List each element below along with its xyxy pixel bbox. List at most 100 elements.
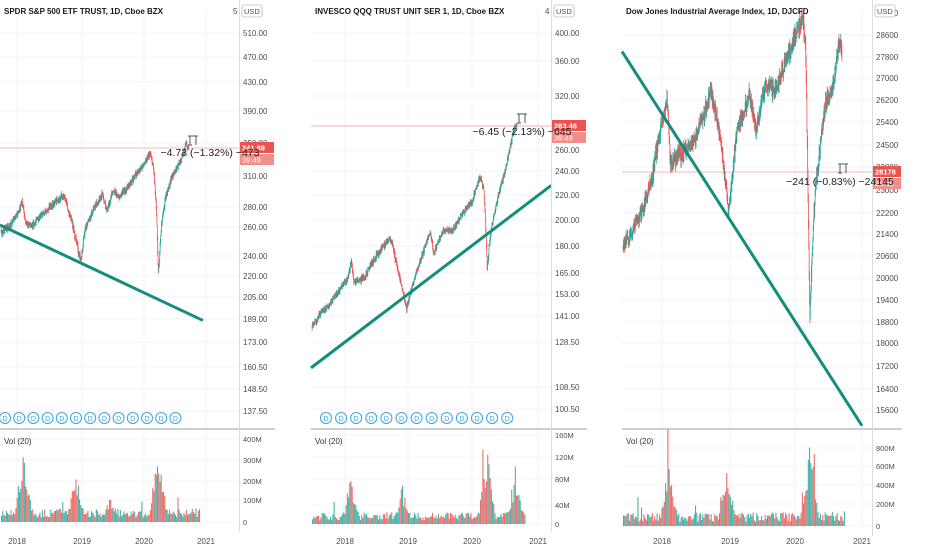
trendline[interactable] xyxy=(620,50,864,427)
volume-bar xyxy=(723,495,725,526)
measure-marker-icon[interactable] xyxy=(188,135,198,146)
volume-bar xyxy=(418,517,420,524)
volume-bar xyxy=(442,516,444,524)
volume-bar xyxy=(758,520,760,526)
dividend-marker[interactable] xyxy=(440,412,453,424)
volume-bar xyxy=(360,520,362,524)
volume-bar xyxy=(433,517,435,524)
volume-bar xyxy=(453,517,455,524)
dividend-marker[interactable] xyxy=(501,412,514,424)
volume-bar xyxy=(51,512,53,522)
currency-chip[interactable] xyxy=(553,4,575,18)
currency-chip[interactable] xyxy=(241,4,263,18)
trendline-segment[interactable] xyxy=(310,184,553,370)
trendline[interactable] xyxy=(310,184,553,370)
volume-bar xyxy=(187,514,189,522)
dividend-marker-label: D xyxy=(474,416,479,423)
volume-bar xyxy=(624,515,626,526)
volume-bar xyxy=(797,515,799,526)
dividend-marker[interactable] xyxy=(155,412,168,424)
volume-bar xyxy=(175,514,177,522)
dividend-marker[interactable] xyxy=(98,412,111,424)
price-axis[interactable]: 15600 16400 17200 18000 18800 19400 20000 20600… xyxy=(873,4,901,415)
volume-bar xyxy=(722,494,724,526)
dividend-marker-label: D xyxy=(354,416,359,423)
trendline-segment[interactable] xyxy=(0,223,204,322)
volume-bar xyxy=(312,519,314,524)
volume-bar xyxy=(459,515,461,524)
measure-marker-icon[interactable] xyxy=(517,113,527,124)
volume-bar xyxy=(7,512,9,522)
dividend-marker[interactable] xyxy=(320,412,332,424)
dividend-marker[interactable] xyxy=(395,412,408,424)
volume-bar xyxy=(53,511,55,522)
volume-bar xyxy=(448,518,450,524)
volume-bar xyxy=(76,495,78,522)
volume-bar xyxy=(95,509,97,522)
chart-title: INVESCO QQQ TRUST UNIT SER 1, 1D, Cboe B… xyxy=(315,7,505,16)
volume-bar xyxy=(362,517,364,524)
time-axis[interactable]: 2018 2019 2020 2021 xyxy=(653,537,871,546)
dividend-marker[interactable] xyxy=(455,412,468,424)
volume-bar xyxy=(337,519,339,524)
dividend-marker[interactable] xyxy=(486,412,499,424)
volume-bar xyxy=(5,510,7,522)
dividend-marker[interactable] xyxy=(70,412,82,424)
dividend-marker[interactable] xyxy=(55,412,68,424)
trendline-segment[interactable] xyxy=(620,50,864,427)
volume-tick-label: 400M xyxy=(876,481,895,490)
volume-bar xyxy=(823,520,825,526)
volume-bar xyxy=(328,519,330,524)
dividend-marker[interactable] xyxy=(169,412,182,424)
dividend-marker[interactable] xyxy=(112,412,125,424)
currency-chip[interactable] xyxy=(874,4,896,18)
volume-bar xyxy=(773,514,775,526)
volume-bar xyxy=(762,519,764,526)
dividend-marker[interactable] xyxy=(471,412,483,424)
volume-bar xyxy=(689,516,691,526)
volume-bar xyxy=(432,512,434,524)
dividend-marker[interactable] xyxy=(365,412,378,424)
price-axis[interactable]: 137.50 148.50 160.50 173.00 189.00 205.00 220.… xyxy=(233,4,274,416)
volume-bar xyxy=(8,514,10,522)
trendline[interactable] xyxy=(0,223,204,322)
volume-bar xyxy=(16,497,18,522)
volume-bar xyxy=(643,514,645,526)
dividend-marker[interactable] xyxy=(335,412,348,424)
dividend-marker[interactable] xyxy=(410,412,423,424)
volume-bar xyxy=(86,512,88,522)
volume-bar xyxy=(489,478,491,524)
measure-marker-icon[interactable] xyxy=(838,163,848,174)
dividend-marker[interactable] xyxy=(425,412,438,424)
volume-bar xyxy=(154,473,156,522)
dividend-marker[interactable] xyxy=(126,412,139,424)
volume-bar xyxy=(172,511,174,522)
volume-bar xyxy=(500,513,502,524)
volume-bar xyxy=(427,517,429,524)
y-tick-label: 165.00 xyxy=(555,269,580,278)
dividend-marker[interactable] xyxy=(13,412,26,424)
dividend-marker-label: D xyxy=(116,416,121,423)
x-tick-label: 2019 xyxy=(721,537,739,546)
dividend-marker[interactable] xyxy=(141,412,153,424)
dividend-marker[interactable] xyxy=(41,412,54,424)
dividend-marker[interactable] xyxy=(27,412,40,424)
dividend-marker[interactable] xyxy=(84,412,97,424)
countdown-label: 39:49 xyxy=(554,134,573,143)
volume-bar xyxy=(338,519,340,524)
time-axis[interactable]: 2018 2019 2020 2021 xyxy=(8,537,215,546)
volume-bar xyxy=(107,509,109,522)
dividend-marker[interactable] xyxy=(350,412,363,424)
volume-bar xyxy=(641,507,643,526)
dividend-marker[interactable] xyxy=(380,412,393,424)
volume-bar xyxy=(471,518,473,524)
volume-bar xyxy=(163,491,165,522)
price-axis[interactable]: 100.50 108.50 128.50 141.00 153.00 165.00 180.… xyxy=(545,4,586,414)
dividend-marker[interactable] xyxy=(0,412,11,424)
volume-bar xyxy=(19,492,21,522)
volume-bar xyxy=(415,515,417,524)
time-axis[interactable]: 2018 2019 2020 2021 xyxy=(336,537,547,546)
chart-title: SPDR S&P 500 ETF TRUST, 1D, Cboe BZX xyxy=(4,7,164,16)
